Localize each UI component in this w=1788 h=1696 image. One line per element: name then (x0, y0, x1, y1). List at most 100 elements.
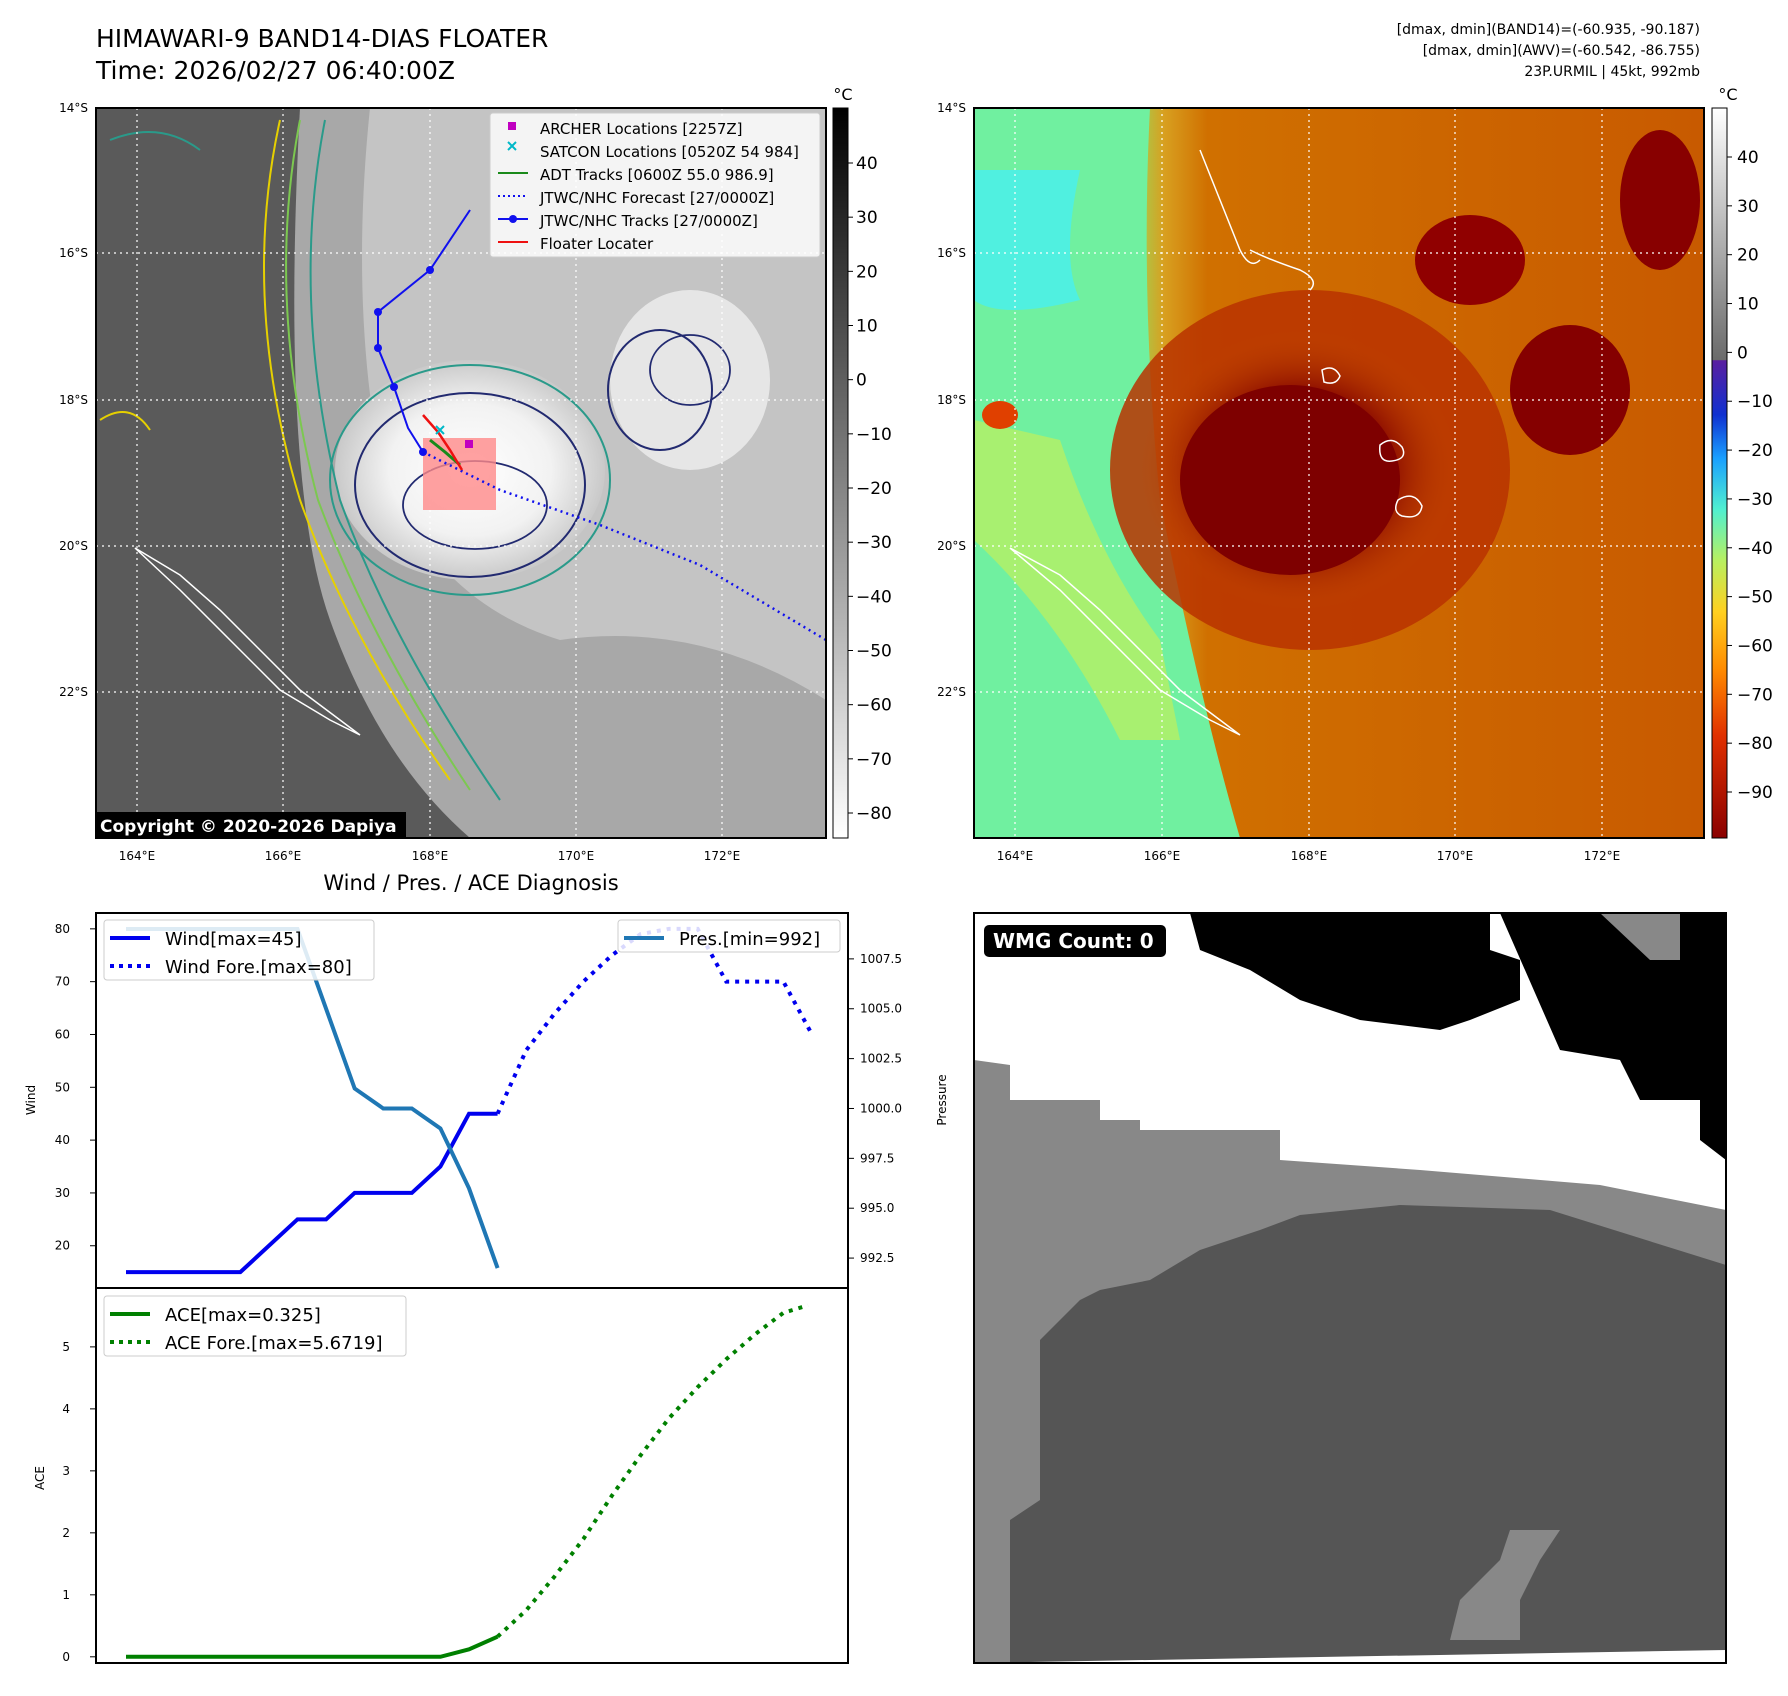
pressure-tick-label: 1002.5 (860, 1052, 902, 1066)
wmg-badge-label: WMG Count: 0 (993, 929, 1154, 953)
storm-info: 23P.URMIL | 45kt, 992mb (1524, 64, 1700, 80)
lon-label: 168°E (1291, 849, 1328, 863)
wind-axis-label: Wind (24, 1085, 38, 1115)
colorbar-tick: 40 (1737, 148, 1759, 168)
wind-tick-label: 40 (55, 1133, 70, 1147)
lat-label: 14°S (59, 101, 88, 115)
map1-legend: ARCHER Locations [2257Z] SATCON Location… (489, 112, 821, 258)
colorbar-tick: −50 (1737, 588, 1773, 608)
lon-label: 172°E (1584, 849, 1621, 863)
colorbar-tick: −40 (1737, 539, 1773, 559)
ace-chart: 0 1 2 3 4 5 ACE ACE[max=0.325] ACE Fore.[max=… (33, 1287, 849, 1664)
wind-yticks: 20 30 40 50 60 70 80 (55, 922, 96, 1253)
colorbar-tick: 0 (856, 371, 867, 391)
wind-tick-label: 60 (55, 1027, 70, 1041)
colorbar-tick: −30 (1737, 490, 1773, 510)
ace-tick-label: 4 (62, 1402, 70, 1416)
legend-wind: Wind[max=45] (165, 929, 302, 950)
lat-label: 22°S (59, 685, 88, 699)
chart-title: HIMAWARI-9 BAND14-DIAS FLOATER (96, 24, 549, 53)
colorbar-tick: −80 (856, 804, 892, 824)
ace-tick-label: 2 (62, 1526, 70, 1540)
ace-tick-label: 0 (62, 1650, 70, 1664)
pressure-tick-label: 1005.0 (860, 1002, 902, 1016)
pressure-tick-label: 992.5 (860, 1251, 894, 1265)
legend-forecast-label: JTWC/NHC Forecast [27/0000Z] (539, 189, 774, 207)
colorbar-tick: −70 (856, 750, 892, 770)
pressure-tick-label: 995.0 (860, 1201, 894, 1215)
colorbar-tick: −60 (1737, 636, 1773, 656)
colorbar-tick: 10 (1737, 295, 1759, 315)
lat-label: 16°S (937, 246, 966, 260)
colorbar-tick: 40 (856, 154, 878, 174)
map1-panel: Copyright © 2020-2026 Dapiya ARCHER Loca… (59, 85, 892, 863)
series-line (126, 1111, 498, 1275)
legend-satcon-marker (507, 141, 517, 151)
wmg-badge-bg (984, 925, 1166, 957)
lon-label: 170°E (1437, 849, 1474, 863)
colorbar-tick: −60 (856, 696, 892, 716)
legend-pressure: Pres.[min=992] (679, 929, 820, 950)
legend-archer-label: ARCHER Locations [2257Z] (540, 120, 743, 138)
colorbar-tick: 20 (856, 262, 878, 282)
legend-floater-label: Floater Locater (540, 235, 654, 253)
legend-tracks-label: JTWC/NHC Tracks [27/0000Z] (539, 212, 758, 230)
lon-label: 168°E (412, 849, 449, 863)
map2-lat-labels: 14°S 16°S 18°S 20°S 22°S (937, 101, 966, 699)
colorbar-tick: −20 (1737, 441, 1773, 461)
legend-archer-marker (508, 122, 516, 130)
ace-tick-label: 3 (62, 1464, 70, 1478)
lon-label: 172°E (704, 849, 741, 863)
colorbar-tick: −70 (1737, 685, 1773, 705)
map2-colorbar-unit: °C (1718, 85, 1737, 104)
pressure-yticks: 992.5 995.0 997.5 1000.0 1002.5 1005.0 1007.5 (848, 952, 902, 1265)
wind-tick-label: 80 (55, 922, 70, 936)
lon-label: 166°E (265, 849, 302, 863)
stats-band14: [dmax, dmin](BAND14)=(-60.935, -90.187) (1396, 22, 1700, 38)
colorbar-tick: 30 (856, 208, 878, 228)
ace-yticks: 0 1 2 3 4 5 (62, 1340, 96, 1664)
lat-label: 14°S (937, 101, 966, 115)
colorbar-tick: −50 (856, 642, 892, 662)
colorbar-tick: −90 (1737, 783, 1773, 803)
lat-label: 18°S (59, 393, 88, 407)
ace-tick-label: 5 (62, 1340, 70, 1354)
lon-label: 166°E (1144, 849, 1181, 863)
chart-time: Time: 2026/02/27 06:40:00Z (96, 56, 455, 85)
lon-label: 164°E (119, 849, 156, 863)
pressure-tick-label: 997.5 (860, 1151, 894, 1165)
pressure-tick-label: 1000.0 (860, 1101, 902, 1115)
colorbar-tick: 30 (1737, 197, 1759, 217)
wind-pressure-chart: Wind / Pres. / ACE Diagnosis 20 30 40 50 60 7… (24, 871, 949, 1289)
map2-colorbar-ticks: 40 30 20 10 0 −10 −20 −30 −40 −50 −60 −70 −80 −90 (1727, 148, 1773, 803)
colorbar-tick: 10 (856, 317, 878, 337)
pressure-tick-label: 1007.5 (860, 952, 902, 966)
lat-label: 20°S (59, 539, 88, 553)
wind-tick-label: 70 (55, 975, 70, 989)
wind-tick-label: 30 (55, 1186, 70, 1200)
colorbar-tick: −10 (856, 425, 892, 445)
map1-colorbar (832, 107, 849, 839)
ace-series-group (126, 1303, 809, 1659)
map2-panel: °C 403020100−10−20−30−40−50−60−70−80−90 … (937, 85, 1773, 863)
stats-awv: [dmax, dmin](AWV)=(-60.542, -86.755) (1422, 43, 1700, 59)
legend-adt-label: ADT Tracks [0600Z 55.0 986.9] (540, 166, 774, 184)
map1-lat-labels: 14°S 16°S 18°S 20°S 22°S (59, 101, 88, 699)
lon-label: 170°E (558, 849, 595, 863)
legend-satcon-label: SATCON Locations [0520Z 54 984] (540, 143, 799, 161)
map2-colorbar (1711, 107, 1728, 839)
ace-tick-label: 1 (62, 1588, 70, 1602)
legend-ace: ACE[max=0.325] (165, 1305, 321, 1326)
map2-lon-labels: 164°E 166°E 168°E 170°E 172°E (997, 849, 1621, 863)
map1-lon-labels: 164°E 166°E 168°E 170°E 172°E (119, 849, 741, 863)
wind-tick-label: 20 (55, 1239, 70, 1253)
colorbar-tick: −10 (1737, 392, 1773, 412)
legend-wind-fore: Wind Fore.[max=80] (165, 957, 352, 978)
wind-tick-label: 50 (55, 1080, 70, 1094)
colorbar-tick: 20 (1737, 246, 1759, 266)
colorbar-tick: −40 (856, 587, 892, 607)
lat-label: 16°S (59, 246, 88, 260)
lon-label: 164°E (997, 849, 1034, 863)
legend-ace-fore: ACE Fore.[max=5.6719] (165, 1333, 383, 1354)
